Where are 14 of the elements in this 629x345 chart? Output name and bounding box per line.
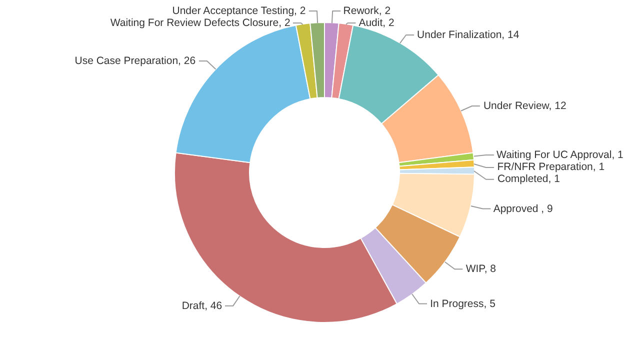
slice-label: Use Case Preparation, 26	[74, 55, 196, 68]
slice-label: Approved , 9	[493, 203, 553, 216]
slice-label: WIP, 8	[466, 262, 496, 275]
slice-label: In Progress, 5	[430, 298, 496, 310]
slice-label: Under Acceptance Testing, 2	[172, 4, 306, 17]
slice-label: Draft, 46	[182, 300, 222, 312]
slice-label: Completed, 1	[497, 173, 560, 186]
slice-label: Audit, 2	[358, 16, 394, 29]
slice-label: Waiting For UC Approval, 1	[496, 149, 624, 162]
slice-label: Under Review, 12	[483, 100, 566, 112]
slice-label: Rework, 2	[343, 4, 391, 17]
slice-label: FR/NFR Preparation, 1	[497, 161, 605, 174]
slice-label: Under Finalization, 14	[417, 28, 520, 41]
slice-label: Waiting For Review Defects Closure, 2	[110, 16, 290, 29]
